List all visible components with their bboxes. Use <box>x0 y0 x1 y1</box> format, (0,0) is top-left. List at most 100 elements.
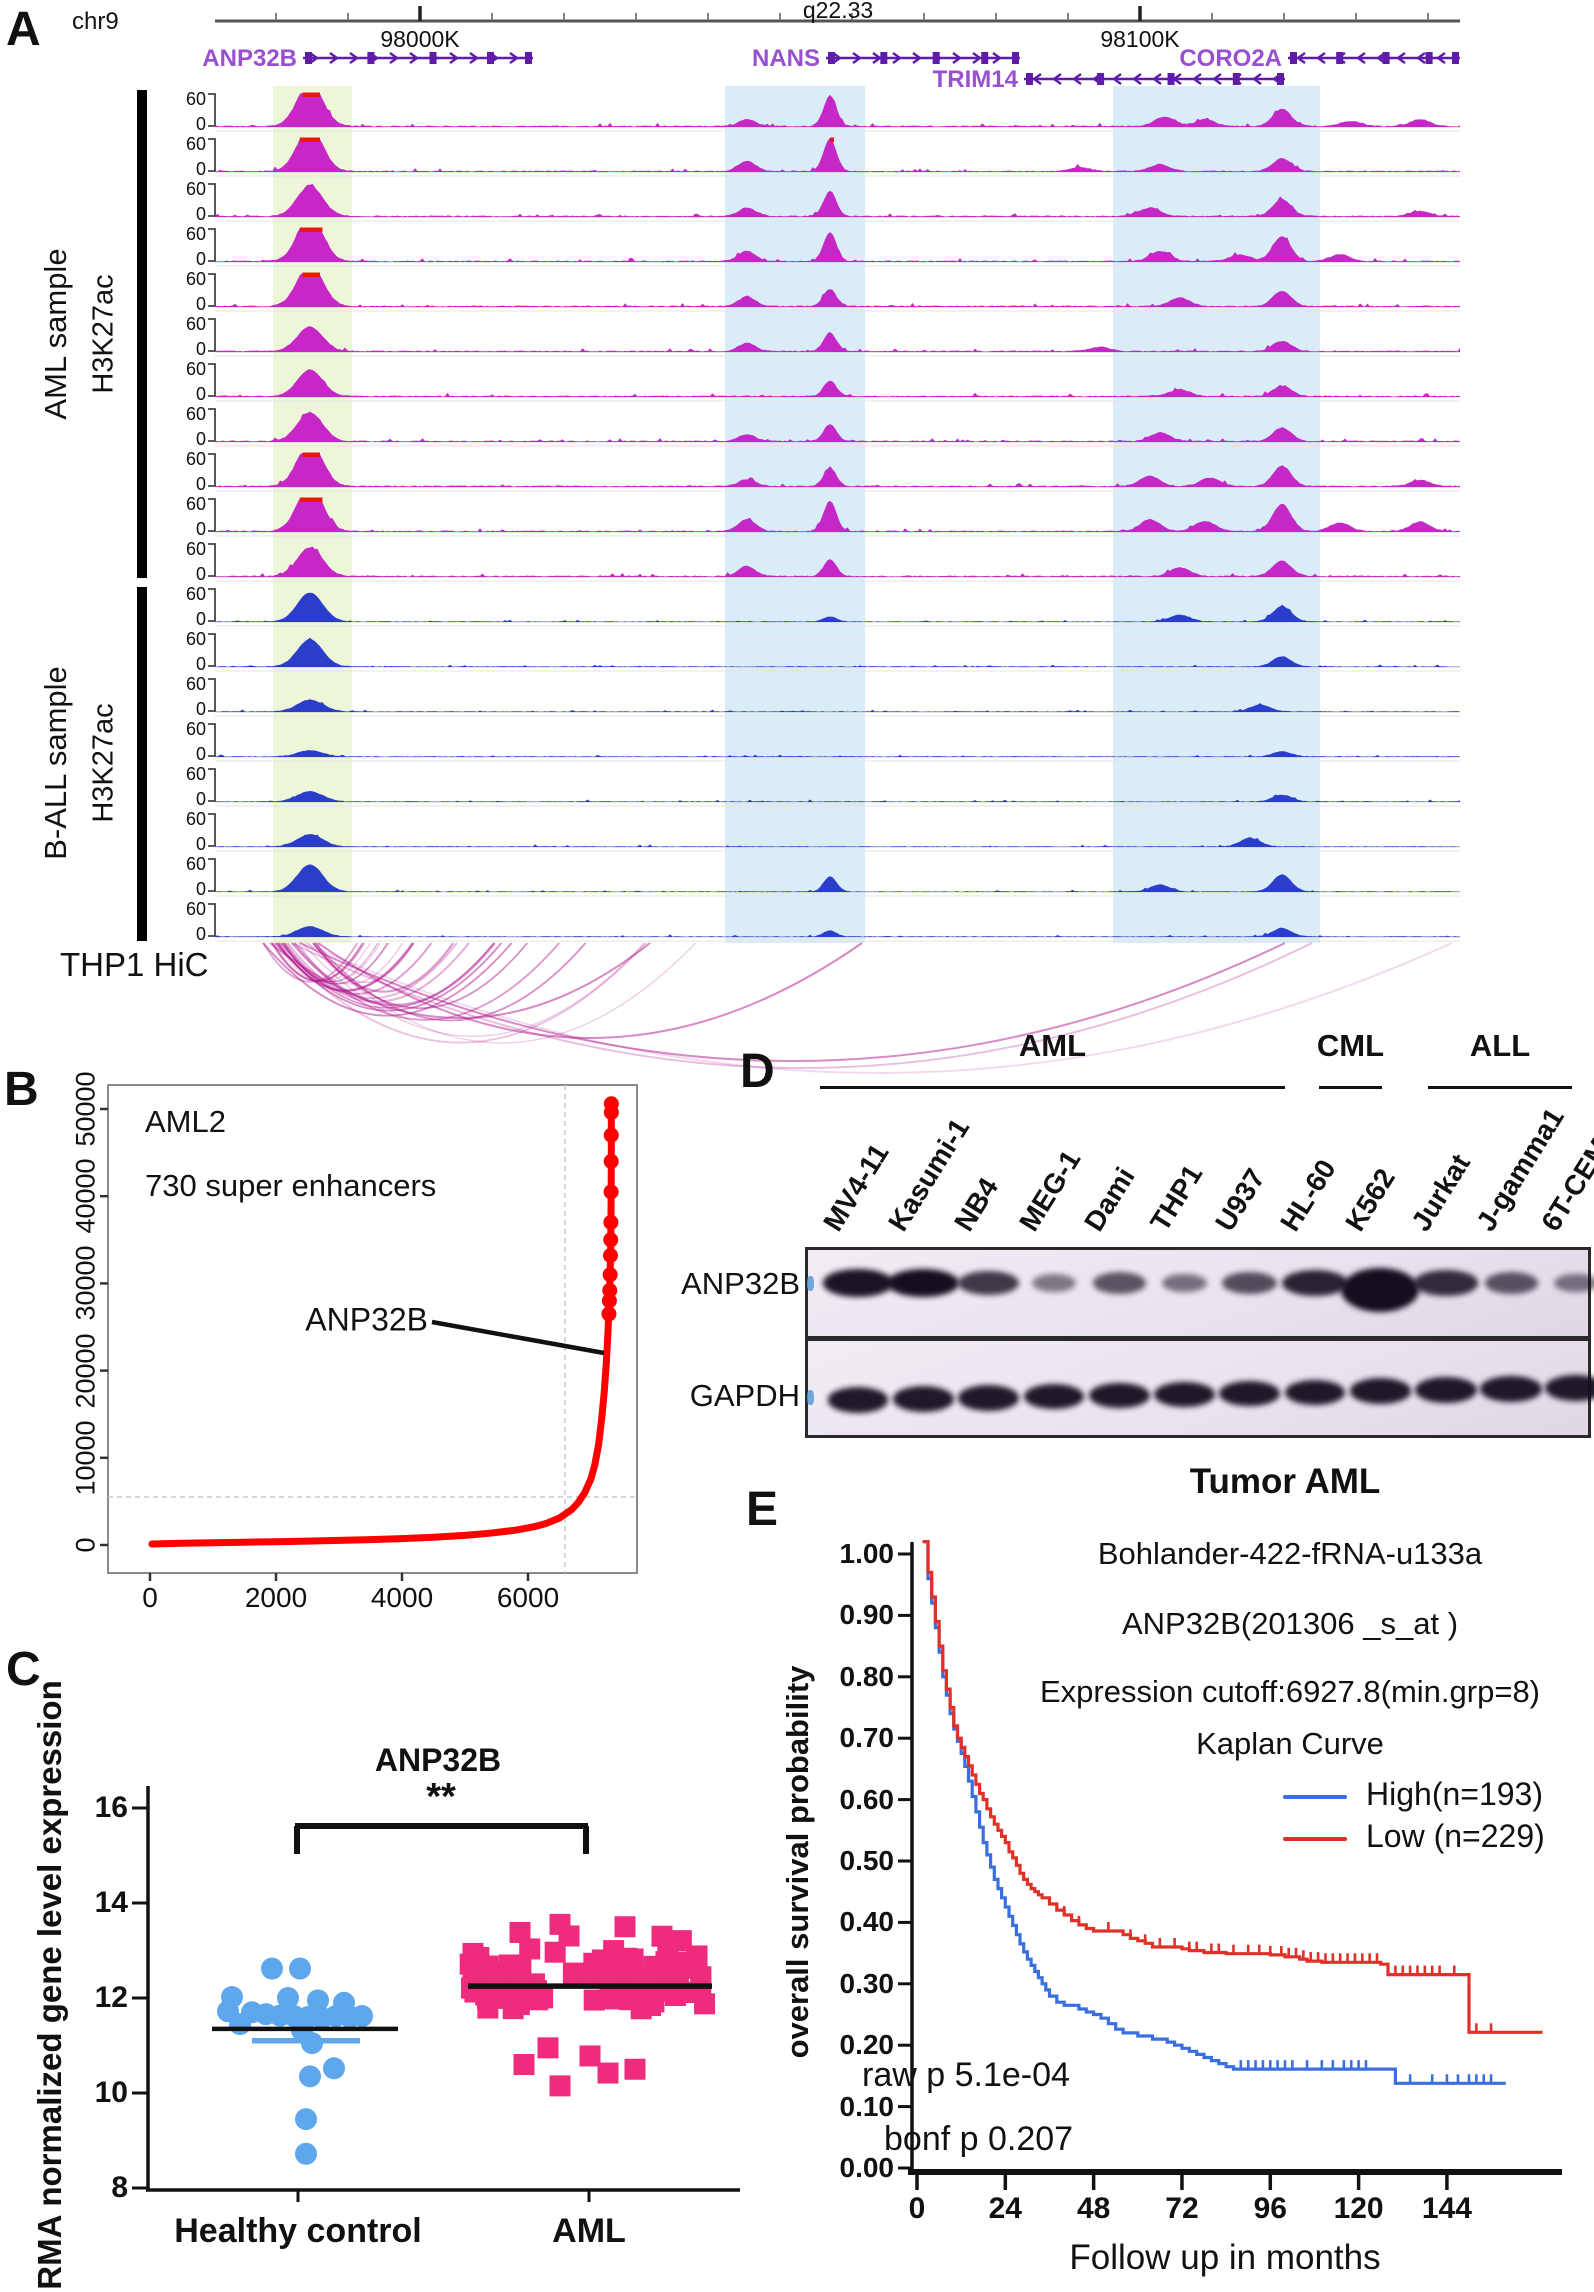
se-top-point <box>601 1293 617 1309</box>
track-scale-max-label: 60 <box>186 854 206 874</box>
anp32b-band <box>1092 1272 1146 1294</box>
blot-group-underline <box>820 1086 1285 1089</box>
aml-data-point <box>579 2045 601 2067</box>
se-y-tick-label: 40000 <box>70 1158 101 1234</box>
km-title: Tumor AML <box>1189 1462 1381 1501</box>
hic-interaction-arc <box>276 942 371 982</box>
gene-strand-arrow <box>952 52 963 64</box>
h3k27ac-signal-track <box>215 834 1460 847</box>
gene-exon-block <box>981 52 989 64</box>
gene-exon-block <box>367 52 375 64</box>
hic-interaction-arc <box>286 942 458 1000</box>
h3k27ac-signal-track <box>215 864 1460 892</box>
anp32b-band <box>1341 1268 1420 1312</box>
track-scale-min-label: 0 <box>196 654 206 674</box>
se-x-tick-label: 6000 <box>496 1582 560 1613</box>
track-scale-max-label: 60 <box>186 359 206 379</box>
gene-strand-arrow <box>469 52 480 64</box>
healthy-data-point <box>307 1989 329 2012</box>
gene-strand-arrow <box>509 52 520 64</box>
anp32b-band <box>1413 1270 1478 1296</box>
anp32b-band <box>1032 1273 1076 1293</box>
track-scale-max-label: 60 <box>186 404 206 424</box>
panel-a-letter: A <box>6 3 41 56</box>
km-x-tick-label: 96 <box>1253 2192 1287 2225</box>
aml-data-point <box>622 1948 644 1970</box>
gapdh-band <box>1414 1377 1477 1403</box>
panel-b-letter: B <box>4 1063 39 1116</box>
track-scale-bracket <box>208 588 216 622</box>
se-y-tick-label: 30000 <box>70 1245 101 1321</box>
track-scale-min-label: 0 <box>196 159 206 179</box>
aml-data-point <box>597 2062 619 2084</box>
km-y-tick-label: 0.20 <box>839 2029 895 2061</box>
gapdh-band <box>1154 1381 1215 1408</box>
gene-strand-arrow <box>1415 52 1426 64</box>
track-scale-bracket <box>208 678 216 712</box>
healthy-data-point <box>351 2005 373 2028</box>
highlight-band-1 <box>725 86 865 943</box>
expression-y-axis-label: RMA normalized gene level expression <box>31 1680 68 2290</box>
hic-interaction-arc <box>262 942 513 1017</box>
gene-exon-block <box>525 52 532 64</box>
h3k27ac-signal-track <box>215 546 1460 577</box>
track-scale-bracket <box>208 768 216 802</box>
gene-strand-arrow <box>1111 73 1122 85</box>
gene-name-label: CORO2A <box>1179 45 1282 72</box>
chromosome-label: chr9 <box>72 8 119 35</box>
h3k27ac-signal-track <box>215 750 1460 757</box>
km-legend-line-high <box>1283 1795 1347 1799</box>
se-x-tick-label: 4000 <box>370 1582 434 1613</box>
gene-strand-arrow <box>1051 73 1062 85</box>
track-scale-max-label: 60 <box>186 269 206 289</box>
se-top-point <box>603 1232 619 1248</box>
gapdh-band <box>892 1386 954 1412</box>
track-scale-bracket <box>208 453 216 487</box>
hic-interaction-arc <box>293 942 496 1007</box>
se-y-tick-label: 50000 <box>70 1071 101 1147</box>
clipped-peak-cap <box>302 272 320 277</box>
gene-strand-arrow <box>872 52 883 64</box>
hic-interaction-arc <box>283 942 379 983</box>
healthy-data-point <box>289 1957 311 1980</box>
aml-data-point <box>509 1921 531 1943</box>
gene-strand-arrow <box>1295 52 1306 64</box>
gapdh-band <box>1219 1380 1281 1407</box>
track-scale-max-label: 60 <box>186 539 206 559</box>
hic-interaction-arc <box>284 942 388 984</box>
track-scale-bracket <box>208 858 216 892</box>
healthy-data-point <box>323 2057 345 2080</box>
gene-exon-block <box>305 52 312 64</box>
track-scale-min-label: 0 <box>196 609 206 629</box>
se-plot-box <box>107 1084 638 1574</box>
h3k27ac-signal-track <box>215 93 1460 127</box>
h3k27ac-signal-track <box>215 453 1460 487</box>
category-aml-label: AML <box>552 2212 626 2250</box>
track-scale-max-label: 60 <box>186 494 206 514</box>
h3k27ac-signal-track <box>215 326 1460 352</box>
gene-strand-arrow <box>992 52 1003 64</box>
gene-strand-arrow <box>912 52 923 64</box>
km-x-tick-label: 72 <box>1165 2192 1199 2225</box>
anp32b-band <box>958 1270 1019 1296</box>
track-scale-bracket <box>208 138 216 172</box>
se-top-point <box>603 1184 619 1200</box>
gene-exon-block <box>1026 73 1033 85</box>
track-scale-max-label: 60 <box>186 719 206 739</box>
track-scale-min-label: 0 <box>196 474 206 494</box>
significance-stars: ** <box>426 1776 456 1818</box>
anp32b-band <box>1281 1269 1349 1297</box>
aml-data-point <box>651 1925 673 1947</box>
blot-group-label: ALL <box>1469 1028 1531 1063</box>
clipped-peak-cap <box>300 497 323 502</box>
blot-group-underline <box>1319 1086 1382 1089</box>
aml-data-point <box>549 1913 571 1935</box>
healthy-data-point <box>229 2013 251 2036</box>
gene-exon-block <box>880 52 888 64</box>
aml-data-point <box>462 1956 484 1978</box>
km-y-tick-label: 1.00 <box>839 1538 895 1569</box>
hic-interaction-arc <box>317 942 863 1039</box>
gene-strand-arrow <box>1131 73 1142 85</box>
